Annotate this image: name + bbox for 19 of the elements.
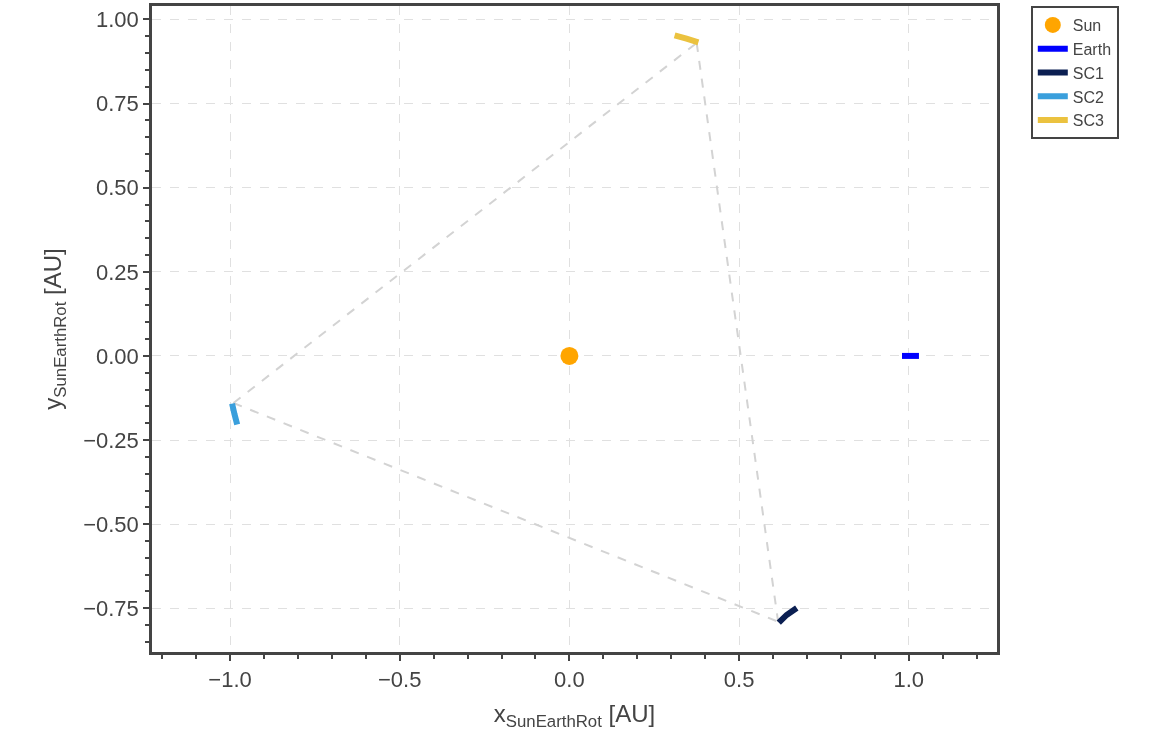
x-tick-label: −1.0: [208, 667, 252, 693]
y-tick-label: −0.50: [83, 511, 139, 537]
y-tick-label: 0.00: [96, 343, 139, 369]
legend-label: SC1: [1072, 64, 1105, 82]
legend-label: SC2: [1072, 88, 1105, 106]
y-tick-label: −0.25: [83, 427, 139, 453]
x-tick-label: −0.5: [378, 667, 422, 693]
y-tick-label: 1.00: [96, 7, 139, 33]
legend-label: SC3: [1072, 112, 1105, 130]
x-tick-label: 0.5: [723, 667, 755, 693]
x-tick-label: 0.0: [554, 667, 585, 693]
legend-label: Earth: [1072, 40, 1112, 58]
y-tick-label: 0.75: [96, 91, 139, 117]
x-axis-title: x$_{SunEarthRot}$ [AU]: [493, 700, 656, 732]
legend-label: Sun: [1072, 17, 1102, 35]
y-tick-label: −0.75: [83, 595, 139, 621]
y-tick-label: 0.25: [96, 259, 139, 285]
x-tick-label: 1.0: [893, 667, 925, 693]
y-tick-label: 0.50: [96, 175, 139, 201]
